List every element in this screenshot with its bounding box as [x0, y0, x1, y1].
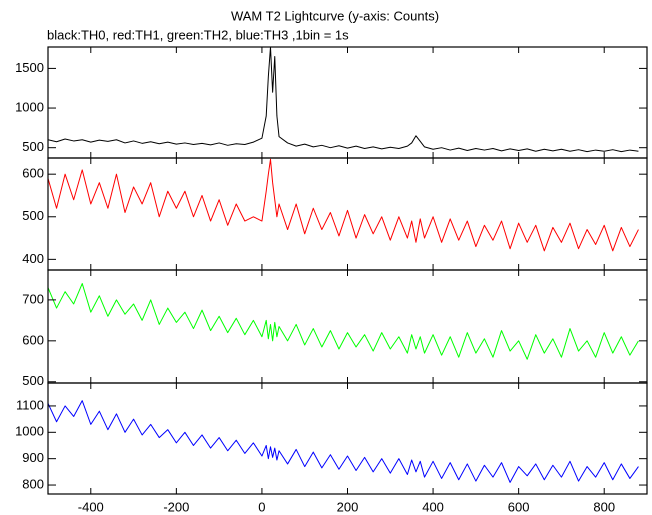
y-tick-label: 1500	[15, 60, 44, 75]
x-tick-label: -200	[163, 499, 189, 514]
y-tick-label: 800	[22, 476, 44, 491]
y-tick-label: 400	[22, 251, 44, 266]
panel-frame	[47, 269, 648, 384]
light-curve	[48, 400, 639, 483]
y-tick-label: 600	[22, 332, 44, 347]
light-curve	[48, 47, 639, 153]
y-tick-label: 500	[22, 139, 44, 154]
chart-title: WAM T2 Lightcurve (y-axis: Counts)	[231, 8, 439, 23]
y-tick-label: 1100	[16, 397, 44, 412]
y-tick-label: 900	[22, 450, 44, 465]
x-tick-label: 800	[593, 499, 615, 514]
y-tick-label: 500	[22, 208, 44, 223]
x-tick-label: 200	[337, 499, 359, 514]
y-tick-label: 1000	[15, 424, 44, 439]
y-tick-label: 700	[22, 291, 44, 306]
panel-frame	[47, 157, 648, 271]
x-tick-label: 600	[508, 499, 530, 514]
panel-frame	[47, 46, 648, 159]
y-tick-label: 500	[22, 373, 44, 388]
x-tick-label: -400	[78, 499, 104, 514]
panel-frame	[47, 382, 648, 495]
x-tick-label: 0	[258, 499, 265, 514]
light-curve	[48, 158, 639, 252]
chart-subtitle: black:TH0, red:TH1, green:TH2, blue:TH3 …	[47, 27, 349, 42]
x-tick-label: 400	[422, 499, 444, 514]
y-tick-label: 600	[22, 166, 44, 181]
y-tick-label: 1000	[15, 99, 44, 114]
light-curve	[48, 283, 639, 360]
